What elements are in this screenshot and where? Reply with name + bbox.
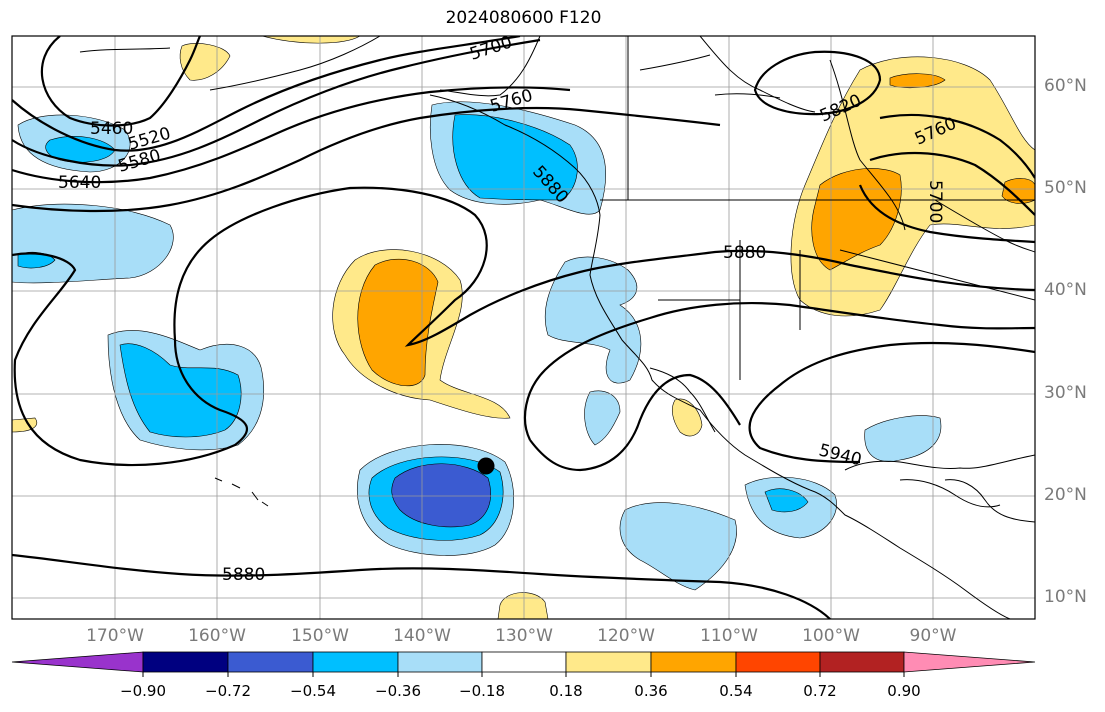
contour-label: 5460 <box>90 119 133 139</box>
contour-label: 5640 <box>58 173 101 193</box>
colorbar <box>11 651 1036 677</box>
neg-area-nw-pacific-core <box>45 136 116 163</box>
colorbar-tick-label: 0.18 <box>549 682 583 700</box>
lon-label-100w: 100°W <box>802 626 860 646</box>
colorbar-extend-min <box>11 651 144 673</box>
neg-area-tropical-deep <box>391 463 491 528</box>
lon-label-90w: 90°W <box>909 626 957 646</box>
colorbar-bin <box>142 651 229 673</box>
lon-label-160w: 160°W <box>188 626 246 646</box>
pos-area-equatorial <box>497 592 549 619</box>
colorbar-bin <box>650 651 737 673</box>
pos-area-north-edge <box>261 36 361 44</box>
pos-area-gulf-california <box>671 398 703 437</box>
map-frame <box>11 35 1036 620</box>
neg-area-tropical-east <box>619 502 737 591</box>
colorbar-bin <box>735 651 821 673</box>
colorbar-tick-label: 0.36 <box>634 682 668 700</box>
lon-label-140w: 140°W <box>393 626 451 646</box>
lat-label-30n: 30°N <box>1044 383 1087 403</box>
height-contours <box>12 36 1035 619</box>
colorbar-bin <box>481 651 567 673</box>
colorbar-tick-label: 0.90 <box>887 682 921 700</box>
contour-label: 5880 <box>222 565 265 585</box>
storm-center-marker <box>477 457 495 475</box>
lon-label-120w: 120°W <box>597 626 655 646</box>
coastlines <box>79 36 1035 619</box>
colorbar-bin <box>565 651 652 673</box>
anomaly-shading <box>12 36 1035 619</box>
neg-area-west-pacific <box>12 203 174 284</box>
colorbar-tick-label: −0.90 <box>120 682 166 700</box>
colorbar-tick-label: −0.54 <box>290 682 336 700</box>
colorbar-bin <box>819 651 905 673</box>
lat-label-50n: 50°N <box>1044 178 1087 198</box>
lon-label-110w: 110°W <box>700 626 758 646</box>
lat-label-10n: 10°N <box>1044 587 1087 607</box>
colorbar-bin <box>312 651 399 673</box>
colorbar-bin <box>397 651 483 673</box>
neg-area-gulf-alaska-core <box>452 114 578 201</box>
colorbar-tick-label: −0.72 <box>205 682 251 700</box>
lon-label-130w: 130°W <box>495 626 553 646</box>
lon-label-150w: 150°W <box>291 626 349 646</box>
contour-label: 5700 <box>925 180 945 223</box>
pos-area-canada-core <box>811 168 902 271</box>
neg-area-mexico-core <box>764 488 809 513</box>
map-title: 2024080600 F120 <box>445 8 602 28</box>
colorbar-extend-max <box>903 651 1036 673</box>
lat-label-20n: 20°N <box>1044 485 1087 505</box>
contour-label: 5880 <box>723 243 766 263</box>
colorbar-tick-label: 0.54 <box>719 682 753 700</box>
colorbar-tick-label: 0.72 <box>803 682 837 700</box>
lat-label-60n: 60°N <box>1044 76 1087 96</box>
colorbar-tick-label: −0.18 <box>459 682 505 700</box>
lat-label-40n: 40°N <box>1044 280 1087 300</box>
neg-area-hawaii-core <box>119 343 242 438</box>
lon-label-170w: 170°W <box>86 626 144 646</box>
neg-area-california <box>544 256 642 384</box>
colorbar-bin <box>227 651 314 673</box>
colorbar-tick-label: −0.36 <box>375 682 421 700</box>
